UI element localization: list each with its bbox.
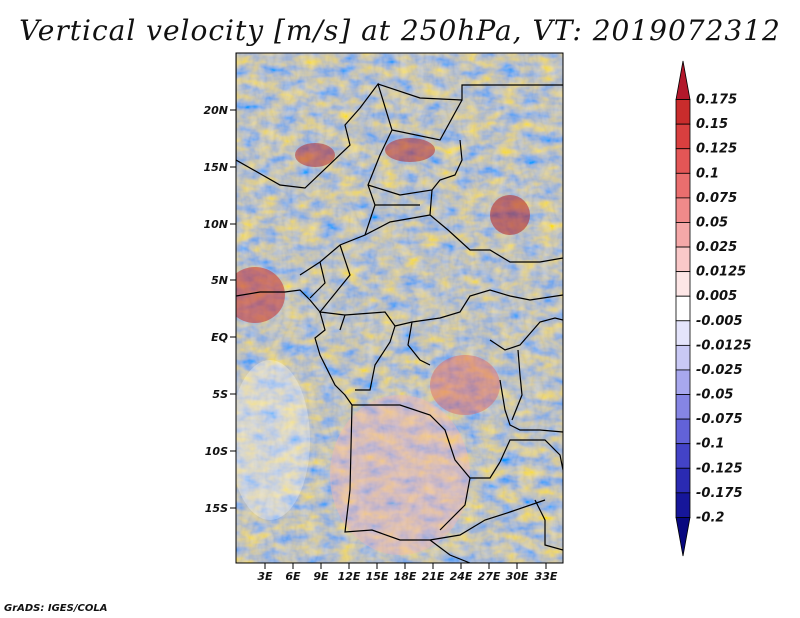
colorbar-label: -0.025 <box>696 363 743 378</box>
lon-label: 9E <box>313 570 329 583</box>
colorbar-label: 0.0125 <box>696 265 746 280</box>
lon-label: 24E <box>450 570 473 583</box>
colorbar-swatch <box>675 172 691 199</box>
lat-label: EQ <box>211 331 228 344</box>
colorbar-swatch <box>675 60 691 100</box>
colorbar-label: -0.175 <box>696 486 743 501</box>
lon-label: 6E <box>285 570 301 583</box>
lon-label: 18E <box>394 570 417 583</box>
colorbar-swatch <box>675 123 691 150</box>
lat-label: 5N <box>211 274 228 287</box>
lon-label: 12E <box>338 570 361 583</box>
colorbar-label: 0.005 <box>696 289 737 304</box>
lon-label: 15E <box>366 570 389 583</box>
lat-label: 20N <box>203 104 228 117</box>
colorbar-label: -0.125 <box>696 461 743 476</box>
lat-label: 15S <box>205 502 228 515</box>
map-title: Vertical velocity [m/s] at 250hPa, VT: 2… <box>19 14 781 47</box>
colorbar-swatch <box>675 492 691 518</box>
colorbar-swatch <box>675 467 691 494</box>
colorbar-swatch <box>675 344 691 371</box>
colorbar-swatch <box>675 443 691 469</box>
colorbar-label: 0.05 <box>696 215 728 230</box>
colorbar-label: 0.125 <box>696 142 737 157</box>
colorbar-label: 0.025 <box>696 240 737 255</box>
lon-label: 30E <box>506 570 529 583</box>
colorbar-label: -0.075 <box>696 412 743 427</box>
colorbar-swatch <box>675 99 691 125</box>
latitude-axis: 20N 15N 10N 5N EQ 5S 10S 15S <box>203 104 236 515</box>
map-panel <box>236 53 563 563</box>
colorbar-label: -0.005 <box>696 314 743 329</box>
colorbar-swatch <box>675 394 691 420</box>
country-borders <box>236 53 563 563</box>
colorbar-swatch <box>675 517 691 557</box>
colorbar: 0.175 0.15 0.125 0.1 0.075 0.05 0.025 0.0125 0.0… <box>675 60 752 557</box>
lon-label: 3E <box>257 570 273 583</box>
colorbar-label: 0.175 <box>696 93 737 108</box>
lat-label: 10N <box>203 218 228 231</box>
lon-label: 21E <box>422 570 445 583</box>
colorbar-label: -0.0125 <box>696 338 752 353</box>
colorbar-swatch <box>675 246 691 273</box>
colorbar-swatch <box>675 271 691 297</box>
colorbar-swatch <box>675 418 691 445</box>
colorbar-label: -0.2 <box>696 510 724 525</box>
colorbar-label: -0.05 <box>696 388 733 403</box>
lat-label: 15N <box>203 161 228 174</box>
colorbar-label: -0.1 <box>696 437 724 452</box>
lat-label: 10S <box>205 445 228 458</box>
lon-label: 27E <box>478 570 501 583</box>
colorbar-swatch <box>675 295 691 322</box>
colorbar-swatch <box>675 197 691 223</box>
colorbar-swatch <box>675 320 691 346</box>
lon-label: 33E <box>535 570 558 583</box>
map-frame <box>235 52 564 564</box>
grads-credit: GrADS: IGES/COLA <box>4 603 108 614</box>
colorbar-label: 0.1 <box>696 166 719 181</box>
lat-label: 5S <box>212 388 228 401</box>
colorbar-swatch <box>675 369 691 395</box>
colorbar-label: 0.15 <box>696 117 728 132</box>
colorbar-label: 0.075 <box>696 191 737 206</box>
longitude-axis: 3E 6E 9E 12E 15E 18E 21E 24E 27E 30E 33E <box>257 563 558 583</box>
colorbar-swatch <box>675 222 691 248</box>
colorbar-swatch <box>675 148 691 174</box>
